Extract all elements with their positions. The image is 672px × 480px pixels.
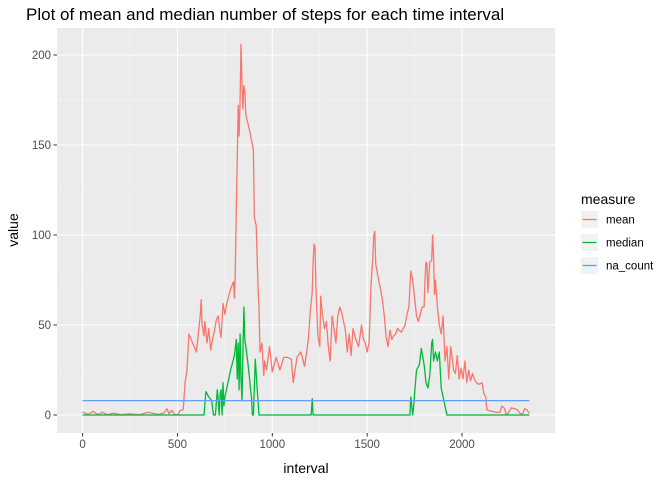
legend-label: median <box>606 238 644 250</box>
y-tick-label: 50 <box>38 320 51 332</box>
x-tick-label: 1500 <box>354 439 380 451</box>
x-axis-title: interval <box>283 460 328 476</box>
y-tick-label: 0 <box>45 410 51 422</box>
legend-label: na_count <box>606 261 654 273</box>
series-line-mean <box>82 43 530 416</box>
legend: measure mean median na_count <box>581 191 654 274</box>
y-axis: 0 50 100 150 200 <box>32 50 57 422</box>
series-line-median <box>82 306 530 416</box>
x-tick-label: 500 <box>168 439 187 451</box>
plot-panel <box>57 28 555 433</box>
y-axis-title: value <box>5 213 21 247</box>
y-tick-label: 200 <box>32 50 51 62</box>
x-tick-label: 1000 <box>260 439 286 451</box>
legend-label: mean <box>606 215 635 227</box>
x-axis: 0 500 1000 1500 2000 <box>79 433 475 451</box>
legend-title: measure <box>581 191 636 207</box>
grid-minor <box>57 28 555 433</box>
y-tick-label: 150 <box>32 140 51 152</box>
series-lines <box>82 43 530 416</box>
chart-title: Plot of mean and median number of steps … <box>26 5 504 24</box>
x-tick-label: 0 <box>79 439 85 451</box>
x-tick-label: 2000 <box>449 439 475 451</box>
y-tick-label: 100 <box>32 230 51 242</box>
